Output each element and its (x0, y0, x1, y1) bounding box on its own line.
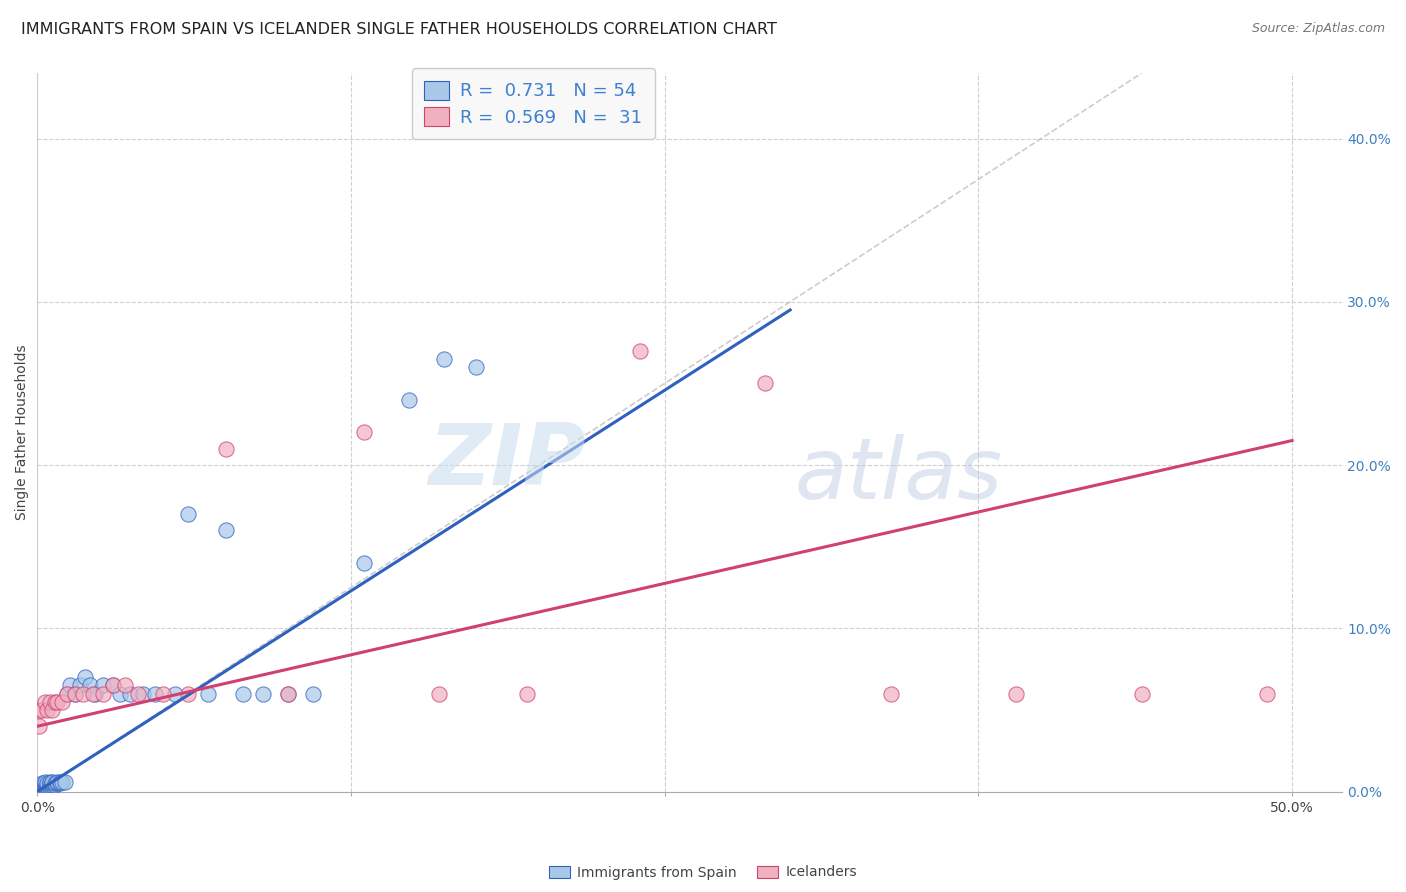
Point (1256, 687, 1278, 701)
Point (79, 678, 101, 692)
Point (302, 687, 325, 701)
Point (30, 780, 52, 794)
Point (41, 703, 63, 717)
Point (84, 687, 107, 701)
Point (46, 774, 69, 789)
Point (108, 687, 131, 701)
Point (63, 687, 86, 701)
Point (91, 687, 114, 701)
Point (152, 687, 174, 701)
Point (41, 776, 63, 790)
Legend: Immigrants from Spain, Icelanders: Immigrants from Spain, Icelanders (544, 860, 862, 885)
Point (73, 670, 96, 684)
Point (516, 687, 538, 701)
Point (37, 776, 59, 790)
Point (56, 687, 79, 701)
Point (31, 778, 53, 792)
Point (46, 776, 69, 790)
Point (69, 678, 91, 692)
Text: atlas: atlas (794, 434, 1002, 517)
Point (1005, 687, 1028, 701)
Point (38, 774, 60, 789)
Point (34, 778, 56, 792)
Point (879, 687, 901, 701)
Point (63, 687, 86, 701)
Point (28, 778, 51, 792)
Point (49, 776, 72, 790)
Point (28, 780, 51, 794)
Point (44, 778, 66, 792)
Point (143, 687, 166, 701)
Point (1130, 687, 1153, 701)
Point (31, 776, 53, 790)
Point (51, 774, 73, 789)
Point (82, 687, 104, 701)
Point (34, 780, 56, 794)
Point (49, 774, 72, 789)
Point (38, 695, 60, 709)
Y-axis label: Single Father Households: Single Father Households (15, 344, 30, 520)
Point (31, 703, 53, 717)
Point (34, 774, 56, 789)
Point (353, 556, 375, 570)
Point (197, 687, 219, 701)
Legend: R =  0.731   N = 54, R =  0.569   N =  31: R = 0.731 N = 54, R = 0.569 N = 31 (412, 68, 655, 139)
Point (127, 687, 149, 701)
Point (101, 678, 124, 692)
Point (177, 687, 200, 701)
Point (31, 780, 53, 794)
Point (28, 703, 51, 717)
Point (120, 687, 142, 701)
Point (44, 776, 66, 790)
Point (59, 678, 82, 692)
Point (433, 351, 456, 366)
Text: Source: ZipAtlas.com: Source: ZipAtlas.com (1251, 22, 1385, 36)
Point (38, 776, 60, 790)
Point (27, 781, 49, 796)
Point (754, 376, 776, 391)
Point (41, 778, 63, 792)
Point (165, 687, 187, 701)
Point (41, 774, 63, 789)
Point (353, 425, 375, 440)
Point (232, 687, 254, 701)
Point (398, 392, 420, 407)
Point (51, 695, 73, 709)
Point (628, 343, 651, 358)
Point (34, 776, 56, 790)
Point (53, 774, 76, 789)
Point (214, 442, 236, 456)
Point (132, 687, 155, 701)
Point (27, 719, 49, 733)
Point (37, 780, 59, 794)
Point (37, 778, 59, 792)
Point (214, 524, 236, 538)
Point (277, 687, 299, 701)
Point (91, 678, 114, 692)
Point (427, 687, 450, 701)
Point (177, 507, 200, 521)
Point (44, 695, 66, 709)
Point (252, 687, 274, 701)
Point (34, 695, 56, 709)
Point (38, 778, 60, 792)
Point (56, 687, 79, 701)
Point (101, 678, 124, 692)
Point (114, 678, 136, 692)
Text: IMMIGRANTS FROM SPAIN VS ICELANDER SINGLE FATHER HOUSEHOLDS CORRELATION CHART: IMMIGRANTS FROM SPAIN VS ICELANDER SINGL… (21, 22, 778, 37)
Text: ZIP: ZIP (427, 419, 585, 502)
Point (37, 703, 59, 717)
Point (465, 360, 488, 375)
Point (72, 687, 94, 701)
Point (46, 695, 69, 709)
Point (277, 687, 299, 701)
Point (38, 780, 60, 794)
